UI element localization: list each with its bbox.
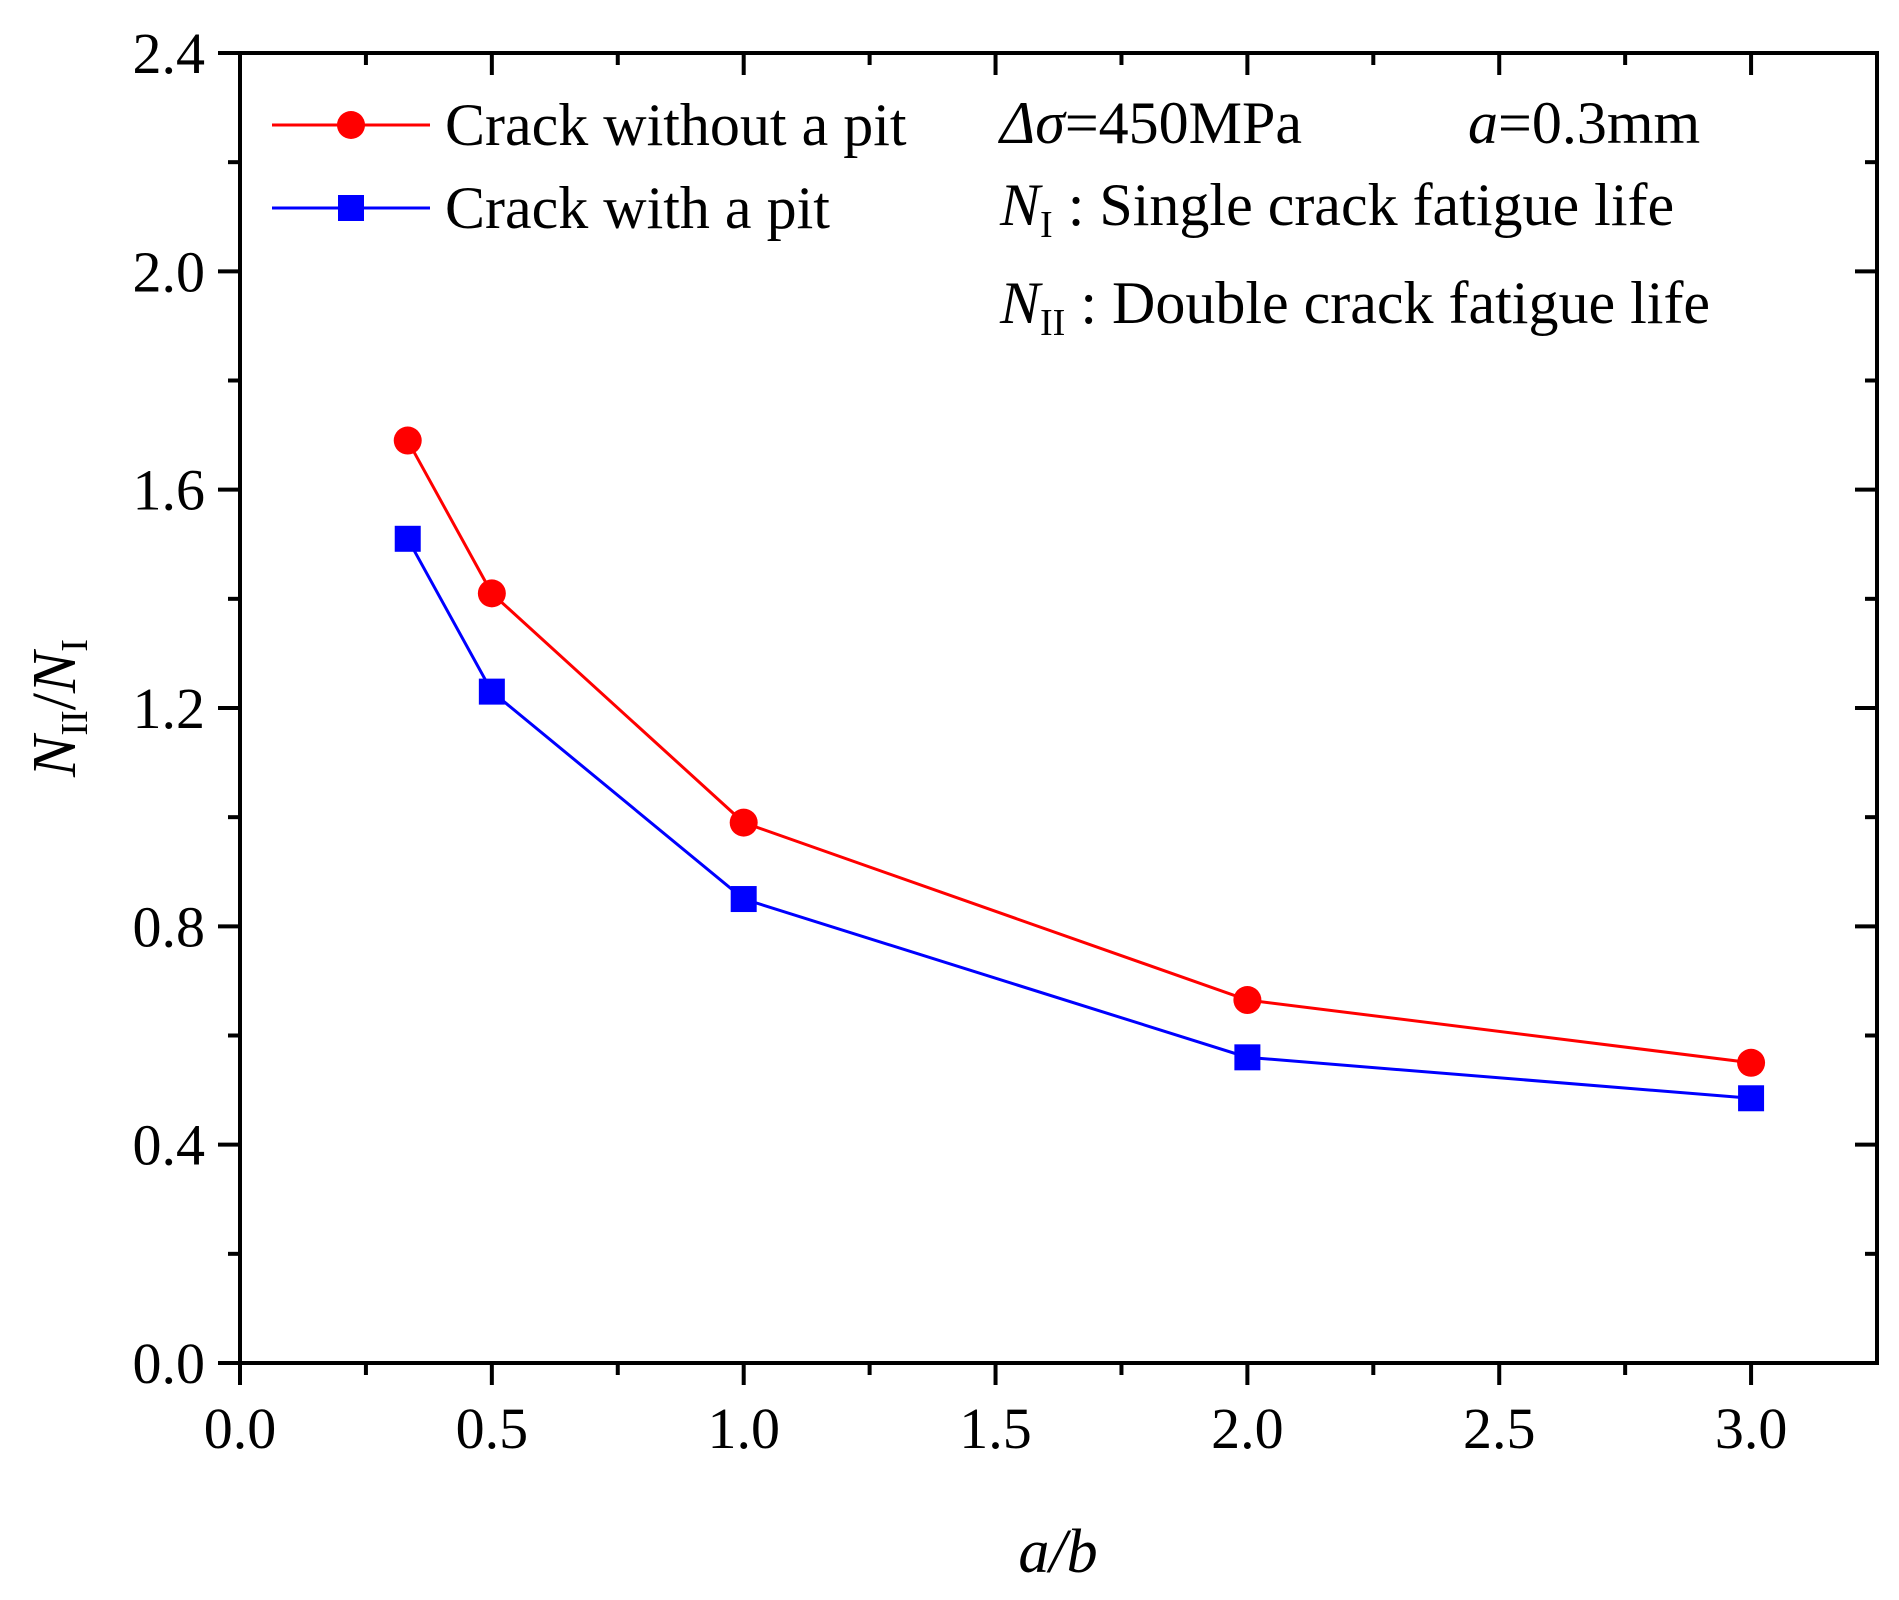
data-point-circle	[1233, 986, 1262, 1015]
data-point-square	[1234, 1044, 1261, 1071]
y-tick-label: 1.2	[133, 676, 206, 741]
legend-label-without-pit: Crack without a pit	[445, 92, 907, 158]
data-point-circle	[729, 808, 758, 837]
annotation-single-crack: NI : Single crack fatigue life	[999, 172, 1674, 246]
axis-ticks	[218, 51, 1877, 1385]
y-tick-label: 0.0	[133, 1331, 206, 1396]
y-tick-label: 2.4	[133, 21, 206, 86]
x-tick-label: 1.5	[959, 1396, 1032, 1461]
data-point-circle	[393, 426, 422, 455]
data-point-square	[394, 525, 421, 552]
annotation-block: Δσ=450MPa a=0.3mm NI : Single crack fatig…	[998, 90, 1710, 344]
y-tick-label: 0.8	[133, 894, 206, 959]
y-tick-label: 2.0	[133, 239, 206, 304]
data-point-square	[730, 886, 757, 913]
y-tick-label: 0.4	[133, 1113, 206, 1178]
x-tick-label: 2.0	[1211, 1396, 1284, 1461]
series-line	[406, 439, 1752, 1065]
annotation-double-crack: NII : Double crack fatigue life	[999, 270, 1710, 344]
legend-label-with-pit: Crack with a pit	[445, 175, 830, 241]
legend: Crack without a pit Crack with a pit	[272, 92, 907, 241]
x-tick-label: 0.0	[204, 1396, 277, 1461]
series-line	[406, 538, 1752, 1100]
x-axis-title: a/b	[1018, 1518, 1097, 1586]
data-series	[393, 426, 1766, 1112]
legend-marker-with-pit	[338, 195, 364, 221]
data-point-square	[478, 678, 505, 705]
axis-tick-labels: 0.0 0.5 1.0 1.5 2.0 2.5 3.0 0.0 0.4 0.8 1.2 1.6 2.0 2…	[133, 21, 1788, 1461]
x-tick-label: 0.5	[456, 1396, 529, 1461]
data-point-square	[1738, 1085, 1765, 1112]
x-tick-label: 2.5	[1463, 1396, 1536, 1461]
annotation-stress-and-depth: Δσ=450MPa a=0.3mm	[998, 90, 1700, 156]
y-axis-title: NII/NI	[21, 639, 96, 778]
y-tick-label: 1.6	[133, 458, 206, 523]
data-point-circle	[477, 579, 506, 608]
x-tick-label: 1.0	[707, 1396, 780, 1461]
x-tick-label: 3.0	[1715, 1396, 1788, 1461]
plot-frame	[238, 51, 1879, 1365]
data-point-circle	[1737, 1048, 1766, 1077]
legend-marker-without-pit	[337, 111, 365, 139]
